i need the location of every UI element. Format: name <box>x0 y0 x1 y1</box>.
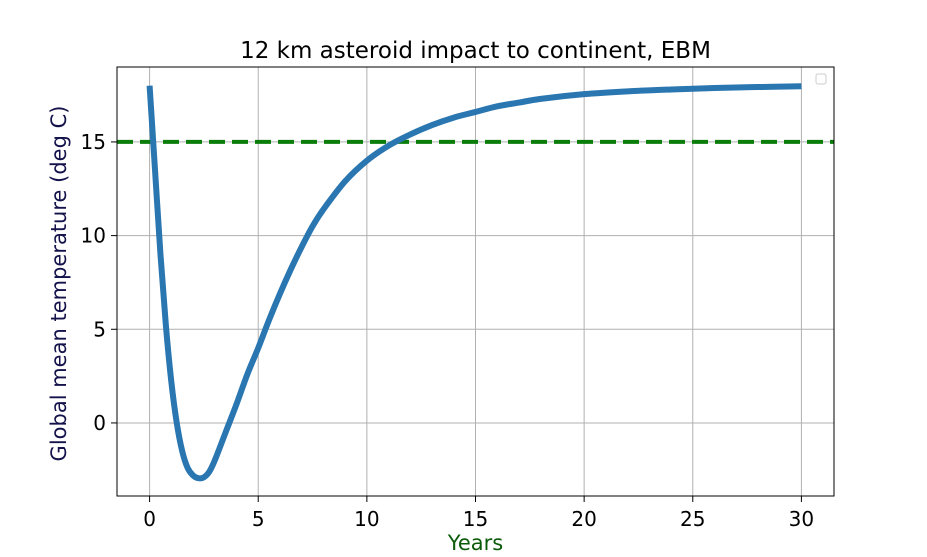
x-ticks: 0 5 10 15 20 25 30 <box>143 496 814 531</box>
y-ticks: 0 5 10 15 <box>81 130 117 435</box>
x-tick-label: 5 <box>252 507 265 531</box>
x-tick-label: 0 <box>143 507 156 531</box>
y-axis-label: Global mean temperature (deg C) <box>47 106 71 462</box>
y-tick-label: 0 <box>93 411 106 435</box>
x-tick-label: 10 <box>354 507 379 531</box>
y-tick-label: 15 <box>81 130 106 154</box>
x-tick-label: 30 <box>789 507 814 531</box>
x-tick-label: 20 <box>571 507 596 531</box>
x-tick-label: 25 <box>680 507 705 531</box>
legend-box <box>815 73 827 85</box>
series-line <box>146 83 802 482</box>
x-axis-label: Years <box>447 531 503 555</box>
chart-title: 12 km asteroid impact to continent, EBM <box>240 38 711 64</box>
series-layer <box>146 83 802 482</box>
y-tick-label: 10 <box>81 224 106 248</box>
y-tick-label: 5 <box>93 317 106 341</box>
x-tick-label: 15 <box>463 507 488 531</box>
